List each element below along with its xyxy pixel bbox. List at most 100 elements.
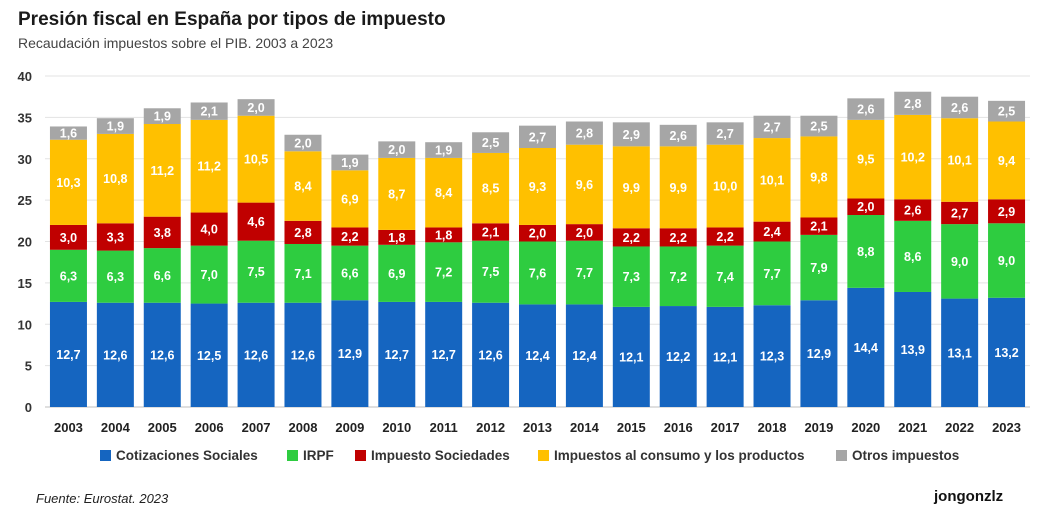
y-tick-label: 5: [25, 359, 32, 374]
bar-segment: [519, 125, 556, 148]
bar-segment: [49, 126, 87, 140]
bar-segment: [284, 134, 322, 152]
bar-segment: [659, 124, 697, 147]
x-tick-label: 2017: [711, 420, 740, 435]
bar-segment: [753, 138, 791, 222]
data-label: 12,7: [432, 348, 456, 362]
data-label: 9,0: [951, 255, 968, 269]
data-label: 12,6: [478, 348, 502, 362]
data-label: 6,6: [341, 266, 358, 280]
data-label: 8,5: [482, 182, 499, 196]
data-label: 2,1: [482, 225, 499, 239]
bar-segment: [143, 123, 181, 217]
x-tick-label: 2023: [992, 420, 1021, 435]
x-tick-label: 2011: [430, 420, 458, 435]
bar-segment: [378, 229, 416, 245]
bar-segment: [988, 297, 1026, 407]
bar-segment: [425, 142, 463, 158]
bar-segment: [378, 244, 416, 302]
bar-segment: [565, 304, 603, 407]
bar-segment: [190, 212, 228, 246]
data-label: 1,8: [388, 231, 405, 245]
y-tick-label: 20: [18, 235, 32, 250]
x-tick-label: 2018: [758, 420, 787, 435]
bar-segment: [941, 224, 979, 299]
data-label: 10,3: [56, 176, 80, 190]
data-label: 10,1: [947, 153, 971, 167]
bar-segment: [425, 157, 463, 228]
data-label: 1,8: [435, 228, 452, 242]
bar-segment: [800, 115, 838, 137]
bar-segment: [894, 114, 932, 200]
data-label: 9,9: [623, 181, 640, 195]
bar-segment: [847, 198, 885, 216]
y-tick-label: 35: [18, 110, 32, 125]
data-label: 7,7: [763, 267, 780, 281]
data-label: 8,6: [904, 250, 921, 264]
bar-segment: [659, 306, 697, 407]
data-label: 7,3: [623, 270, 640, 284]
data-label: 10,1: [760, 173, 784, 187]
data-label: 6,3: [60, 269, 77, 283]
data-label: 2,2: [623, 231, 640, 245]
data-label: 11,2: [150, 164, 174, 178]
bar-segment: [96, 250, 134, 303]
bar-segment: [706, 245, 744, 307]
bar-segment: [143, 216, 181, 249]
x-tick-label: 2021: [898, 420, 927, 435]
bar-segment: [378, 157, 416, 230]
data-label: 9,6: [576, 178, 593, 192]
bar-segment: [49, 301, 87, 407]
bar-segment: [49, 139, 87, 225]
data-label: 7,2: [670, 270, 687, 284]
x-tick-label: 2006: [195, 420, 224, 435]
bar-segment: [143, 108, 181, 124]
bar-segment: [237, 240, 275, 303]
data-label: 7,1: [294, 267, 311, 281]
bar-segment: [753, 221, 791, 242]
bar-segment: [706, 306, 744, 407]
bar-segment: [800, 136, 838, 218]
bar-segment: [331, 245, 369, 301]
chart-legend: Cotizaciones Sociales IRPF Impuesto Socied…: [0, 448, 1041, 468]
data-label: 2,9: [998, 205, 1015, 219]
data-label: 7,0: [200, 268, 217, 282]
bar-segment: [472, 223, 510, 241]
data-label: 6,3: [107, 270, 124, 284]
bar-segment: [988, 121, 1026, 200]
bar-segment: [331, 170, 369, 228]
x-tick-label: 2019: [804, 420, 833, 435]
bar-segment: [847, 215, 885, 288]
bar-segment: [237, 99, 275, 116]
bar-segment: [894, 91, 932, 115]
data-label: 9,8: [810, 170, 827, 184]
bar-segment: [425, 242, 463, 302]
data-label: 2,0: [247, 101, 264, 115]
bar-segment: [331, 154, 369, 171]
bar-segment: [800, 234, 838, 301]
data-label: 2,8: [294, 226, 311, 240]
bar-segment: [96, 133, 134, 224]
bar-segment: [96, 302, 134, 407]
bar-segment: [941, 298, 979, 407]
chart-title: Presión fiscal en España por tipos de im…: [18, 9, 446, 30]
x-tick-label: 2013: [523, 420, 552, 435]
data-label: 4,6: [247, 215, 264, 229]
x-tick-label: 2008: [289, 420, 318, 435]
data-label: 7,4: [716, 270, 733, 284]
x-tick-label: 2015: [617, 420, 646, 435]
data-label: 2,6: [857, 103, 874, 117]
data-label: 2,2: [670, 231, 687, 245]
bar-segment: [612, 246, 650, 307]
legend-swatch: [100, 450, 111, 461]
bar-segment: [659, 246, 697, 307]
data-label: 1,9: [107, 120, 124, 134]
bar-segment: [565, 144, 603, 225]
bar-segment: [612, 146, 650, 229]
legend-item: Impuestos al consumo y los productos: [538, 448, 805, 463]
data-label: 7,2: [435, 266, 452, 280]
data-label: 2,8: [576, 127, 593, 141]
data-label: 2,7: [529, 130, 546, 144]
bar-segment: [753, 241, 791, 306]
bar-segment: [659, 146, 697, 229]
